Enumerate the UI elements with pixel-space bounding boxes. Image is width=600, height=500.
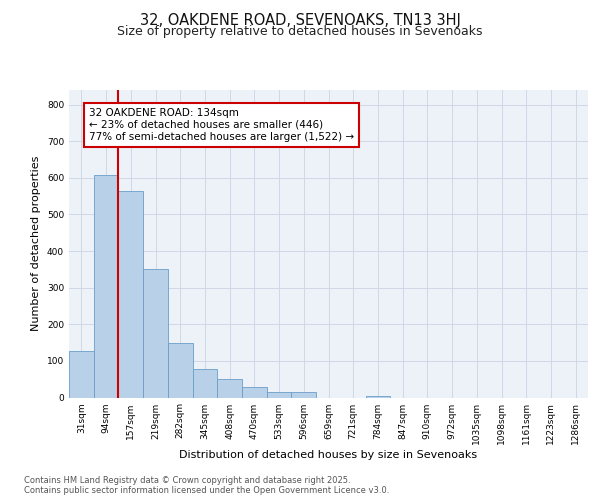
Text: Size of property relative to detached houses in Sevenoaks: Size of property relative to detached ho… [117, 25, 483, 38]
Text: 32 OAKDENE ROAD: 134sqm
← 23% of detached houses are smaller (446)
77% of semi-d: 32 OAKDENE ROAD: 134sqm ← 23% of detache… [89, 108, 354, 142]
Bar [69, 350, 94, 398]
X-axis label: Distribution of detached houses by size in Sevenoaks: Distribution of detached houses by size … [179, 450, 478, 460]
Bar [193, 369, 217, 398]
Bar [168, 342, 193, 398]
Bar [267, 392, 292, 398]
Y-axis label: Number of detached properties: Number of detached properties [31, 156, 41, 332]
Bar [118, 190, 143, 398]
Bar [143, 270, 168, 398]
Bar [242, 386, 267, 398]
Bar [217, 379, 242, 398]
Text: 32, OAKDENE ROAD, SEVENOAKS, TN13 3HJ: 32, OAKDENE ROAD, SEVENOAKS, TN13 3HJ [140, 12, 460, 28]
Text: Contains HM Land Registry data © Crown copyright and database right 2025.
Contai: Contains HM Land Registry data © Crown c… [24, 476, 389, 495]
Bar [365, 396, 390, 398]
Bar [94, 175, 118, 398]
Bar [292, 392, 316, 398]
